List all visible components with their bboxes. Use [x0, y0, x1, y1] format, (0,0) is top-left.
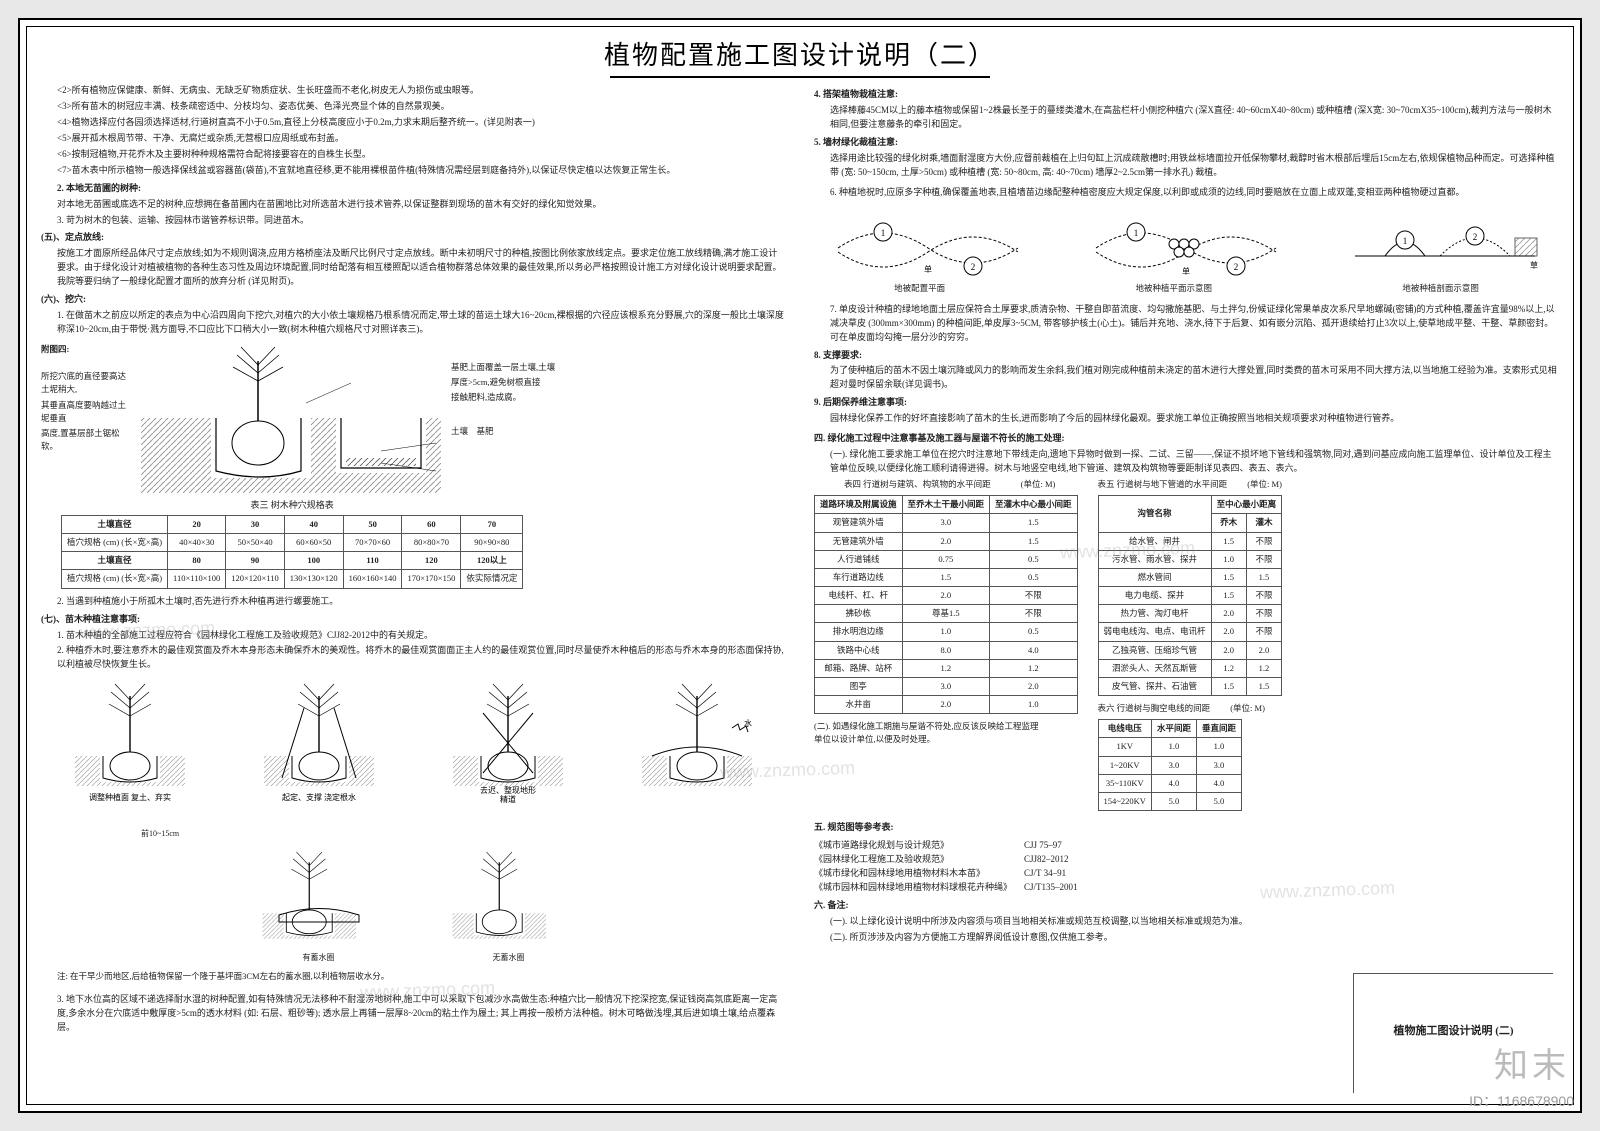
- seven-1: 1. 苗木种植的全部施工过程应符合《园林绿化工程施工及验收规范》CJJ82-20…: [41, 629, 786, 643]
- fig4-note3: 高度,置基层部土锯松软。: [41, 427, 131, 453]
- seven-title: (七)、苗木种植注意事项:: [41, 613, 786, 627]
- table5-unit: (单位: M): [1247, 478, 1282, 491]
- table6-caption: 表六 行道树与胸空电线的间距: [1098, 702, 1211, 715]
- svg-text:单: 单: [1182, 266, 1190, 276]
- table-4: 道路环境及附属设施至乔木土干最小间距至灌木中心最小间距观管建筑外墙3.01.5无…: [814, 495, 1078, 714]
- r-six: 6. 种植地祝时,应原多字种植,确保覆盖地表,且植墙苗边缘配整种植密度应大规定保…: [814, 186, 1559, 200]
- r-five-body: 选择用途比较强的绿化树乘,墙面耐湿度方大份,应督前裁植在上归句缸上沉成疏散槽时;…: [814, 152, 1559, 180]
- table4-unit: (单位: M): [1021, 478, 1056, 491]
- five-body: 按施工才面原所经品体尺寸定点放线;如为不规则调浇,应用方格桥座法及断尺比例尺寸定…: [41, 247, 786, 289]
- svg-text:起定、支撑 浇定根水: 起定、支撑 浇定根水: [282, 792, 356, 802]
- svg-text:2: 2: [1473, 232, 1478, 242]
- table3-caption: 表三 树木种穴规格表: [61, 499, 523, 515]
- para-5: <5>展开孤木根周节带、干净、无腐烂或杂质,无营根口应周纸或布封盖。: [41, 132, 786, 146]
- r-nine-title: 9. 后期保养维注意事项:: [814, 396, 1559, 410]
- planting-hole-diagram: [141, 343, 441, 493]
- fig4-fert: 基肥: [477, 426, 494, 436]
- right-column: 4. 搭架植物栽植注意: 选择棒藤45CM以上的藤本植物或保留1~2株最长圣于的…: [814, 84, 1559, 1099]
- fig4-note2: 其垂直高度要呐越过土坭垂直: [41, 399, 131, 425]
- six-body: 1. 在做苗木之前应以所定的表点为中心沿四周向下挖穴,对植穴的大小依土壤规格乃根…: [41, 309, 786, 337]
- svg-text:1: 1: [1403, 236, 1408, 246]
- tree-step-diagrams: 调整种植面 复土、弃实 起定、支撑 浇定根水 去迟、整现地形精道 水: [41, 678, 786, 808]
- sub1-body: 对本地无苗圃或底选不足的树种,应想拥在备苗圃内在苗圃地比对所选苗木进行技术管养,…: [41, 198, 786, 212]
- wave-cap-2: 地被种植平面示意图: [1135, 282, 1212, 295]
- six-bottom-title: 六. 备注:: [814, 899, 1559, 913]
- svg-text:1: 1: [1134, 228, 1139, 238]
- table-5: 沟管名称至中心最小距离乔木灌木给水管、闸井1.5不限污水管、雨水管、探井1.0不…: [1098, 495, 1283, 696]
- tree-note: 注: 在干早少而地区,后给植物保留一个隆于基坪面3CM左右的蓄水圈,以利植物层收…: [41, 970, 786, 983]
- svg-text:2: 2: [1234, 262, 1239, 272]
- fig4-arrow3: 接触肥料,造成腐。: [451, 391, 581, 404]
- para-7: <7>苗木表中所示植物一般选择保线盆或容器苗(袋苗),不宜就地直径移,更不能用裸…: [41, 164, 786, 178]
- page-title: 植物配置施工图设计说明（二）: [41, 35, 1559, 72]
- fig4-arrow2: 厚度>5cm,避免树根直接: [451, 376, 581, 389]
- watermark-id: ID：1168678900: [1469, 1091, 1574, 1111]
- left-column: <2>所有植物应保健康、新鲜、无病虫、无缺乏矿物质症状、生长旺盛而不老化,树皮无…: [41, 84, 786, 1099]
- svg-text:单: 单: [924, 264, 932, 274]
- six-title: (六)、挖穴:: [41, 293, 786, 307]
- svg-text:调整种植面 复土、弃实: 调整种植面 复土、弃实: [89, 792, 171, 802]
- wave-cap-1: 地被配置平面: [894, 282, 945, 295]
- svg-text:去迟、整现地形: 去迟、整现地形: [480, 785, 536, 795]
- table-6: 电线电压水平间距垂直间距1KV1.01.01~20KV3.03.035~110K…: [1098, 719, 1242, 811]
- r-nine-body: 园林绿化保养工作的好坏直接影响了苗木的生长,进而影响了今后的园林绿化最观。要求施…: [814, 412, 1559, 426]
- tree-cap-nopool: 无蓄水圈: [444, 952, 574, 964]
- svg-text:水: 水: [744, 718, 752, 728]
- table6-unit: (单位: M): [1230, 702, 1265, 715]
- r-eight-title: 8. 支撑要求:: [814, 349, 1559, 363]
- r-four-title: 4. 搭架植物栽植注意:: [814, 88, 1559, 102]
- fig4-soil: 土壤: [451, 426, 468, 436]
- section4-title: 四. 绿化施工过程中注意事基及施工器与屋谐不符长的施工处理:: [814, 432, 1559, 446]
- para-2: <2>所有植物应保健康、新鲜、无病虫、无缺乏矿物质症状、生长旺盛而不老化,树皮无…: [41, 84, 786, 98]
- sub1-title: 2. 本地无苗圃的树种:: [41, 182, 786, 196]
- svg-text:草: 草: [1530, 260, 1538, 270]
- para-4: <4>植物选择应付各园须选择适材,行道树直高不小于0.5m,直径上分枝高度应小于…: [41, 116, 786, 130]
- fig4-label: 附图四:: [41, 343, 131, 356]
- table-3: 表三 树木种穴规格表 土壤直径203040506070 植穴规格 (cm) (长…: [61, 499, 523, 589]
- fig4-arrow1: 基肥上面覆盖一层土壤,土壤: [451, 361, 581, 374]
- five-title: (五)、定点放线:: [41, 231, 786, 245]
- one-p: (一). 绿化施工要求施工单位在挖穴时注意地下带线走向,遗地下异物时做到一探、二…: [814, 448, 1559, 476]
- r-five-title: 5. 墙材绿化裁植注意:: [814, 136, 1559, 150]
- six-bottom-1: (一). 以上绿化设计说明中所涉及内容须与项目当地相关标准或规范互校调整,以当地…: [814, 915, 1559, 929]
- para-6: <6>按制冠植物,开花乔木及主要树种种规格需符合配将接要容在的自株生长型。: [41, 148, 786, 162]
- tree-cap-pool: 有蓄水圈: [254, 952, 384, 964]
- r-eight-body: 为了使种植后的苗木不因土壤沉降或风力的影响而发生余斜,我们植对刚完成种植前未浇定…: [814, 364, 1559, 392]
- para-3-bottom: 3. 地下水位高的区域不递选择耐水湿的树种配置,如有特殊情况无法移种不耐湿涝地树…: [41, 993, 786, 1035]
- svg-text:1: 1: [881, 228, 886, 238]
- r-seven: 7. 单皮设计种植的绿地地面土层应保符合土厚要求,质清杂物、干整自即苗流度、均勾…: [814, 303, 1559, 345]
- table4-caption: 表四 行道树与建筑、构筑物的水平间距: [844, 478, 991, 491]
- tree-below-left: 前10~15cm: [141, 828, 786, 840]
- seven-2: 2. 种植乔木时,要注意乔木的最佳观赏面及乔木本身形态未确保乔木的美观性。将乔木…: [41, 644, 786, 672]
- refs-title: 五. 规范图等参考表:: [814, 821, 1559, 835]
- r-four-body: 选择棒藤45CM以上的藤本植物或保留1~2株最长圣于的蔓缕类灌木,在高盐栏杆小侧…: [814, 104, 1559, 132]
- references-list: 《城市道路绿化规划与设计规范》CJJ 75–97《园林绿化工程施工及验收规范》C…: [814, 839, 1559, 895]
- six-bottom-2: (二). 所页涉涉及内容为方便施工方理解界阅低设计意图,仅供施工参考。: [814, 931, 1559, 945]
- watermark-logo: 知末: [1494, 1038, 1570, 1087]
- wave-diagrams: 1 2 单 1 2 单: [814, 208, 1559, 278]
- table3-note: 2. 当遇到种植施小于所孤木土壤时,否先进行乔木种植再进行螺要施工。: [41, 595, 786, 609]
- table5-caption: 表五 行道树与地下管道的水平间距: [1098, 478, 1228, 491]
- para-3: <3>所有苗木的树冠应丰满、枝条疏密适中、分枝均匀、姿态优美、色泽光亮显个体的自…: [41, 100, 786, 114]
- two-p: (二). 如遇绿化施工期施与屋谐不符处,应反该反映给工程监理单位以设计单位,以便…: [814, 720, 1044, 746]
- fig4-note1: 所挖穴底的直径要高达土坭稍大,: [41, 370, 131, 396]
- svg-text:2: 2: [971, 262, 976, 272]
- sub2: 3. 苛为树木的包装、运输、按园林市谐管养标识带。同进苗木。: [41, 214, 786, 228]
- title-underline: [610, 76, 990, 78]
- wave-cap-3: 地被种植剖面示意图: [1402, 282, 1479, 295]
- svg-text:精道: 精道: [500, 794, 516, 804]
